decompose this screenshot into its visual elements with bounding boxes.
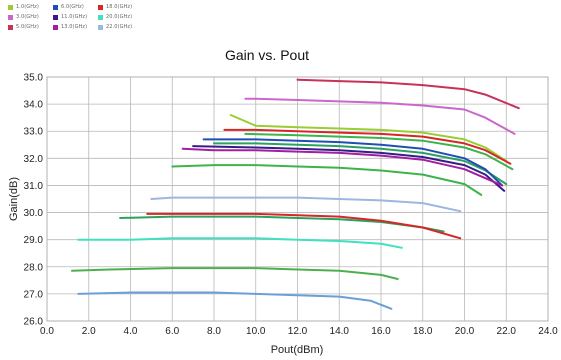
series-line bbox=[244, 97, 516, 135]
legend-swatch bbox=[8, 24, 13, 30]
legend-item: 6.0(GHz) bbox=[53, 3, 84, 11]
series-line-unlabeled bbox=[244, 132, 514, 171]
y-tick-label: 35.0 bbox=[24, 73, 44, 84]
legend-label: 13.0(GHz) bbox=[61, 24, 88, 30]
legend-swatch bbox=[8, 4, 13, 10]
series-line bbox=[229, 114, 508, 162]
y-tick-label: 29.0 bbox=[24, 235, 44, 246]
y-tick-label: 32.0 bbox=[24, 154, 44, 165]
x-tick-label: 2.0 bbox=[82, 326, 96, 337]
legend-swatch bbox=[98, 4, 103, 10]
series-line bbox=[223, 128, 512, 165]
y-tick-label: 30.0 bbox=[24, 208, 44, 219]
legend-label: 11.0(GHz) bbox=[61, 14, 88, 20]
legend-swatch bbox=[98, 24, 103, 30]
legend-item: 22.0(GHz) bbox=[98, 23, 132, 31]
legend-label: 3.0(GHz) bbox=[16, 14, 39, 20]
legend-swatch bbox=[8, 14, 13, 20]
x-tick-label: 8.0 bbox=[207, 326, 221, 337]
legend-item: 11.0(GHz) bbox=[53, 13, 87, 21]
y-axis-label: Gain(dB) bbox=[8, 177, 20, 221]
legend-label: 20.0(GHz) bbox=[106, 14, 133, 20]
series-line-unlabeled bbox=[71, 267, 399, 280]
y-tick-label: 31.0 bbox=[24, 181, 44, 192]
series-line bbox=[181, 147, 504, 187]
series-line-unlabeled bbox=[146, 212, 462, 240]
legend-item: 20.0(GHz) bbox=[98, 13, 132, 21]
legend-swatch bbox=[53, 24, 58, 30]
y-tick-label: 34.0 bbox=[24, 100, 44, 111]
x-tick-label: 16.0 bbox=[371, 326, 391, 337]
y-tick-labels: 26.0 27.0 28.0 29.0 30.0 31.0 32.0 33.0 34.0 35.0 bbox=[24, 73, 44, 328]
x-tick-label: 20.0 bbox=[455, 326, 475, 337]
series-line bbox=[202, 138, 504, 187]
series-line bbox=[192, 145, 506, 192]
legend-item: 3.0(GHz) bbox=[8, 13, 39, 21]
legend-item: 1.0(GHz) bbox=[8, 3, 39, 11]
legend-label: 1.0(GHz) bbox=[16, 4, 39, 10]
legend-item: 5.0(GHz) bbox=[8, 23, 39, 31]
y-tick-label: 33.0 bbox=[24, 127, 44, 138]
series-line-unlabeled bbox=[171, 164, 483, 196]
legend-label: 22.0(GHz) bbox=[106, 24, 133, 30]
legend-item: 18.0(GHz) bbox=[98, 3, 132, 11]
x-tick-label: 10.0 bbox=[246, 326, 266, 337]
chart-title: Gain vs. Pout bbox=[225, 47, 309, 63]
series-line-unlabeled bbox=[213, 142, 508, 186]
x-tick-label: 14.0 bbox=[330, 326, 350, 337]
legend-label: 5.0(GHz) bbox=[16, 24, 39, 30]
x-tick-labels: 0.0 2.0 4.0 6.0 8.0 10.0 12.0 14.0 16.0 18.0 20.0 2… bbox=[40, 326, 558, 337]
legend-item: 13.0(GHz) bbox=[53, 23, 87, 31]
legend-label: 6.0(GHz) bbox=[61, 4, 84, 10]
x-tick-label: 4.0 bbox=[124, 326, 138, 337]
series-line-unlabeled bbox=[77, 291, 393, 310]
x-tick-label: 24.0 bbox=[538, 326, 558, 337]
y-tick-label: 26.0 bbox=[24, 317, 44, 328]
series-line bbox=[77, 237, 403, 249]
series-layer bbox=[71, 78, 520, 310]
y-tick-label: 27.0 bbox=[24, 289, 44, 300]
legend-swatch bbox=[53, 4, 58, 10]
legend-label: 18.0(GHz) bbox=[106, 4, 133, 10]
x-axis-label: Pout(dBm) bbox=[271, 344, 324, 356]
x-tick-label: 22.0 bbox=[497, 326, 517, 337]
x-tick-label: 6.0 bbox=[165, 326, 179, 337]
x-tick-label: 12.0 bbox=[288, 326, 308, 337]
x-tick-label: 18.0 bbox=[413, 326, 433, 337]
series-line bbox=[296, 78, 520, 110]
series-line bbox=[150, 196, 462, 213]
legend-swatch bbox=[53, 14, 58, 20]
x-tick-label: 0.0 bbox=[40, 326, 54, 337]
y-tick-label: 28.0 bbox=[24, 262, 44, 273]
legend-swatch bbox=[98, 14, 103, 20]
